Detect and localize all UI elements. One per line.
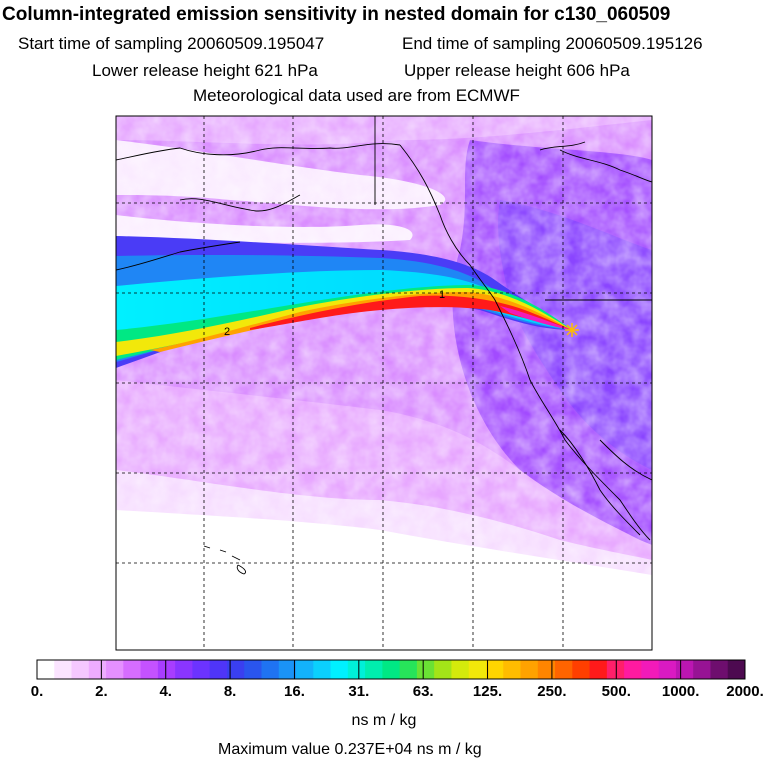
colorbar-tick-label: 16.	[284, 683, 305, 700]
coastlines	[116, 116, 652, 575]
plume-magenta	[500, 306, 572, 330]
coastline-arctic	[116, 143, 401, 161]
colorbar-swatch	[192, 660, 211, 679]
colorbar	[36, 659, 746, 680]
colorbar-swatch	[675, 660, 694, 679]
colorbar-swatch	[416, 660, 435, 679]
colorbar-swatch	[157, 660, 176, 679]
colorbar-swatch	[88, 660, 107, 679]
colorbar-tick-label: 1000.	[661, 683, 700, 700]
colorbar-swatch	[71, 660, 90, 679]
colorbar-tick-label: 2.	[95, 683, 108, 700]
colorbar-swatch	[710, 660, 729, 679]
colorbar-swatch	[451, 660, 470, 679]
coastline-canada	[559, 149, 652, 183]
colorbar-swatch	[54, 660, 73, 679]
colorbar-swatch	[572, 660, 591, 679]
colorbar-swatch	[175, 660, 193, 679]
colorbar-swatch	[226, 660, 245, 679]
colorbar-swatch	[641, 660, 660, 679]
colorbar-swatch	[485, 660, 504, 679]
colorbar-swatch	[365, 660, 383, 679]
contour-label-1: 1	[439, 289, 445, 301]
colorbar-unit-label: ns m / kg	[351, 712, 417, 729]
colorbar-swatch	[261, 660, 280, 679]
plume-yellow	[116, 288, 572, 356]
graticule	[116, 116, 652, 650]
colorbar-swatch	[520, 660, 539, 679]
maximum-value-label: Maximum value 0.237E+04 ns m / kg	[218, 741, 482, 758]
colorbar-swatch	[693, 660, 711, 679]
end-time-label: End time of sampling 20060509.195126	[402, 34, 703, 53]
colorbar-swatch	[382, 660, 401, 679]
coastline-alaska-south	[179, 194, 301, 212]
colorbar-swatch	[399, 660, 418, 679]
coastline-westcoast	[399, 144, 651, 541]
colorbar-tick-label: 125.	[472, 683, 503, 700]
colorbar-swatch	[624, 660, 642, 679]
colorbar-swatch	[658, 660, 677, 679]
release-point-marker	[565, 323, 579, 337]
coastline-islands	[539, 141, 586, 151]
colorbar-swatch	[330, 660, 349, 679]
met-data-label: Meteorological data used are from ECMWF	[193, 86, 520, 105]
coastline-mexico	[599, 439, 652, 481]
map-frame	[115, 115, 653, 651]
colorbar-tick-label: 500.	[601, 683, 631, 700]
colorbar-swatch	[606, 660, 625, 679]
colorbar-swatch	[537, 660, 556, 679]
colorbar-swatch	[123, 660, 142, 679]
colorbar-tick-label: 4.	[159, 683, 172, 700]
colorbar-swatch	[106, 660, 124, 679]
colorbar-swatch	[347, 660, 366, 679]
coastline-baja	[559, 429, 641, 536]
coastline-aleutians	[116, 241, 241, 271]
colorbar-swatch	[503, 660, 522, 679]
plume-red	[250, 295, 572, 330]
colorbar-swatch	[296, 660, 314, 679]
colorbar-swatch	[555, 660, 573, 679]
colorbar-tick-label: 31.	[348, 683, 370, 700]
colorbar-tick-label: 8.	[223, 683, 237, 700]
colorbar-swatch	[468, 660, 487, 679]
hawaii-islands	[203, 545, 247, 575]
colorbar-swatch	[37, 660, 55, 679]
start-time-label: Start time of sampling 20060509.195047	[18, 34, 325, 53]
upper-release-label: Upper release height 606 hPa	[404, 61, 630, 80]
colorbar-tick-label: 2000.	[726, 683, 764, 700]
colorbar-tick-label: 0.	[30, 683, 44, 700]
colorbar-swatch	[278, 660, 297, 679]
colorbar-swatch	[434, 660, 452, 679]
colorbar-tick-label: 250.	[537, 683, 567, 700]
colorbar-frame	[36, 659, 746, 680]
colorbar-swatch	[209, 660, 228, 679]
colorbar-tick-label: 63.	[412, 683, 434, 700]
colorbar-swatch	[244, 660, 262, 679]
colorbar-swatch	[140, 660, 159, 679]
figure-title: Column-integrated emission sensitivity i…	[2, 4, 671, 25]
colorbar-swatch	[589, 660, 608, 679]
lower-release-label: Lower release height 621 hPa	[92, 61, 318, 80]
colorbar-swatch	[313, 660, 332, 679]
colorbar-swatch	[727, 660, 746, 679]
contour-label-2: 2	[224, 326, 230, 338]
field-texture	[116, 116, 652, 576]
